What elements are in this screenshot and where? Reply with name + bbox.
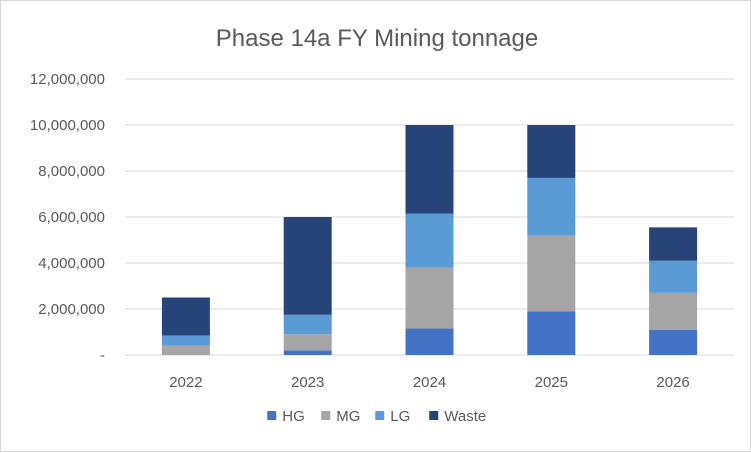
bar-hg-2023 bbox=[283, 350, 332, 355]
legend: HG MG LG Waste bbox=[267, 408, 486, 425]
bar-mg-2022 bbox=[161, 345, 210, 355]
bar-hg-2026 bbox=[649, 329, 698, 355]
bar-waste-2026 bbox=[649, 227, 698, 261]
bar-waste-2024 bbox=[405, 125, 454, 214]
legend-swatch-lg bbox=[375, 411, 385, 420]
bar-lg-2022 bbox=[161, 335, 210, 346]
legend-label-hg: HG bbox=[282, 408, 305, 425]
bar-lg-2026 bbox=[649, 260, 698, 293]
legend-swatch-waste bbox=[429, 411, 439, 420]
y-tick-label: 8,000,000 bbox=[38, 163, 105, 180]
legend-swatch-hg bbox=[267, 411, 277, 420]
bar-mg-2024 bbox=[405, 267, 454, 329]
y-tick-label: 12,000,000 bbox=[30, 71, 105, 88]
x-tick-label: 2025 bbox=[535, 374, 568, 391]
bar-waste-2022 bbox=[161, 297, 210, 336]
y-tick-label: 10,000,000 bbox=[30, 117, 105, 134]
bar-waste-2023 bbox=[283, 217, 332, 315]
legend-swatch-mg bbox=[321, 411, 331, 420]
legend-label-lg: LG bbox=[390, 408, 410, 425]
legend-label-waste: Waste bbox=[444, 408, 486, 425]
y-tick-label: 6,000,000 bbox=[38, 209, 105, 226]
y-tick-label: 4,000,000 bbox=[38, 255, 105, 272]
x-tick-label: 2022 bbox=[169, 374, 202, 391]
bar-mg-2026 bbox=[649, 292, 698, 330]
chart-title: Phase 14a FY Mining tonnage bbox=[216, 25, 538, 52]
y-tick-label: - bbox=[100, 347, 105, 364]
y-tick-label: 2,000,000 bbox=[38, 301, 105, 318]
bar-lg-2023 bbox=[283, 314, 332, 335]
x-axis-tick-labels: 2022 2023 2024 2025 2026 bbox=[169, 374, 690, 391]
bar-waste-2025 bbox=[527, 125, 576, 178]
bar-hg-2024 bbox=[405, 328, 454, 355]
legend-label-mg: MG bbox=[336, 408, 360, 425]
bar-lg-2024 bbox=[405, 213, 454, 268]
bars bbox=[161, 125, 698, 355]
bar-mg-2023 bbox=[283, 334, 332, 351]
bar-mg-2025 bbox=[527, 235, 576, 312]
bar-hg-2025 bbox=[527, 311, 576, 355]
x-tick-label: 2026 bbox=[656, 374, 689, 391]
bar-lg-2025 bbox=[527, 177, 576, 236]
y-axis-tick-labels: - 2,000,000 4,000,000 6,000,000 8,000,000 10,… bbox=[30, 71, 105, 364]
x-tick-label: 2023 bbox=[291, 374, 324, 391]
x-tick-label: 2024 bbox=[413, 374, 446, 391]
